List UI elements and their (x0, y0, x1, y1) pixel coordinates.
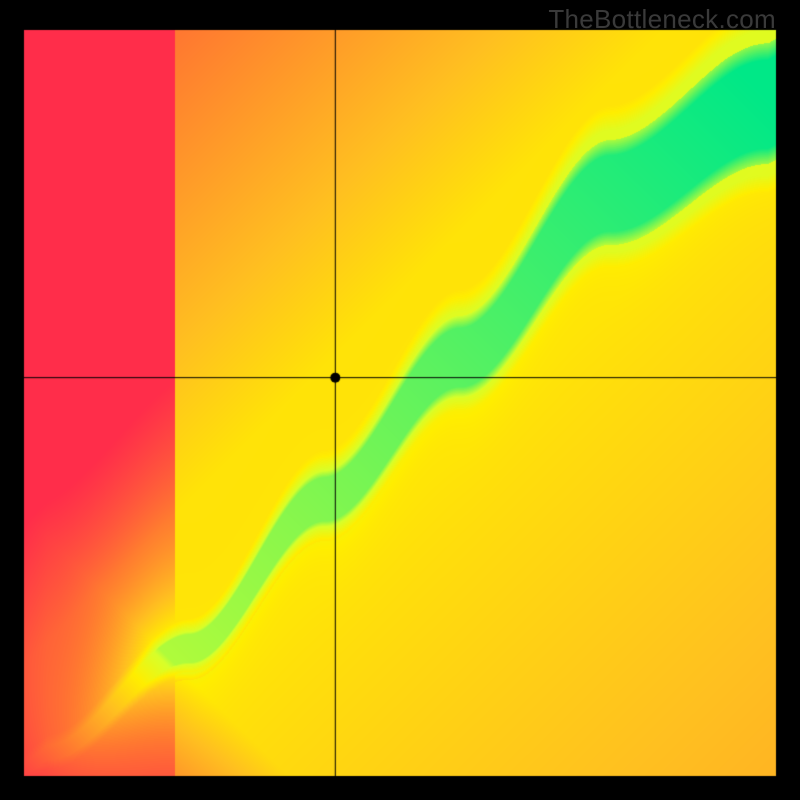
chart-container: TheBottleneck.com (0, 0, 800, 800)
watermark-text: TheBottleneck.com (548, 4, 776, 35)
heatmap-canvas (0, 0, 800, 800)
